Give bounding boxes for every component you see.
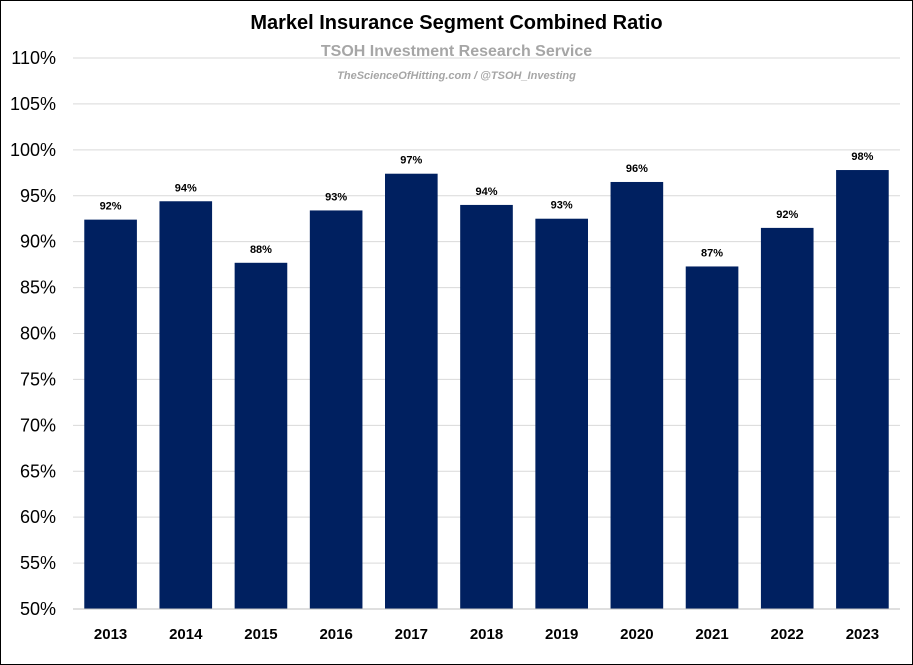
y-tick-label: 75% [20, 369, 56, 389]
y-tick-label: 55% [20, 553, 56, 573]
data-label-2016: 93% [325, 191, 347, 203]
data-labels: 92% 94% 88% 93% 97% 94% 93% 96% 87% 92% 98% [100, 151, 874, 259]
bar-2019 [535, 218, 588, 610]
x-tick-label: 2015 [244, 626, 277, 643]
data-label-2023: 98% [851, 151, 873, 163]
data-label-2019: 93% [551, 200, 573, 212]
bar-2013 [84, 219, 137, 610]
bar-2021 [685, 266, 739, 609]
y-tick-label: 70% [20, 415, 56, 435]
data-label-2015: 88% [250, 244, 272, 256]
data-label-2018: 94% [475, 186, 497, 198]
chart-subtitle: TSOH Investment Research Service [320, 43, 593, 60]
x-tick-label: 2018 [470, 626, 503, 643]
y-tick-label: 80% [20, 324, 56, 344]
y-tick-label: 50% [20, 599, 56, 619]
bars [84, 170, 889, 610]
y-tick-label: 100% [10, 140, 56, 160]
bar-2016 [309, 210, 363, 609]
y-tick-label: 95% [20, 186, 56, 206]
x-tick-label: 2021 [695, 626, 728, 643]
bar-2017 [385, 173, 438, 609]
bar-2014 [159, 201, 213, 609]
y-tick-label: 90% [20, 232, 56, 252]
x-tick-label: 2019 [545, 626, 578, 643]
x-tick-label: 2017 [395, 626, 428, 643]
data-label-2021: 87% [701, 247, 723, 259]
y-tick-label: 60% [20, 507, 56, 527]
bar-2018 [460, 204, 513, 609]
x-axis-labels: 2013 2014 2015 2016 2017 2018 2019 2020 2021 2022… [94, 626, 879, 643]
data-label-2013: 92% [100, 201, 122, 213]
x-tick-label: 2022 [771, 626, 804, 643]
y-axis-ticks: 50% 55% 60% 65% 70% 75% 80% 85% 90% 95% 100% 105% 11… [10, 48, 56, 619]
x-tick-label: 2014 [169, 626, 203, 643]
x-tick-label: 2016 [319, 626, 352, 643]
x-tick-label: 2020 [620, 626, 653, 643]
y-tick-label: 110% [11, 48, 56, 68]
chart-credit: TheScienceOfHitting.com / @TSOH_Investin… [337, 70, 576, 82]
bar-2022 [760, 227, 814, 609]
y-tick-label: 65% [20, 461, 56, 481]
y-tick-label: 105% [10, 94, 56, 114]
data-label-2014: 94% [175, 182, 197, 194]
data-label-2017: 97% [400, 155, 422, 167]
y-tick-label: 85% [20, 278, 56, 298]
x-tick-label: 2023 [846, 626, 879, 643]
bar-2023 [836, 170, 889, 609]
data-label-2020: 96% [626, 163, 648, 175]
bar-2020 [610, 181, 664, 609]
bar-2015 [234, 262, 288, 609]
x-tick-label: 2013 [94, 626, 127, 643]
chart-title: Markel Insurance Segment Combined Ratio [250, 12, 663, 34]
data-label-2022: 92% [776, 209, 798, 221]
